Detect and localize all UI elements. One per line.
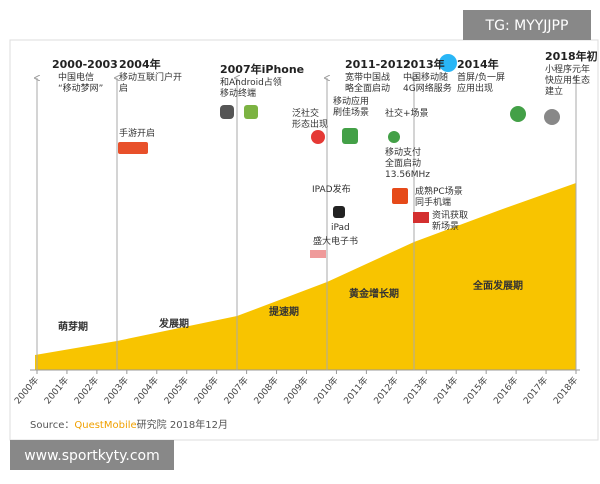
source-brand: QuestMobile — [74, 420, 136, 431]
event-text: IPAD发布 — [312, 183, 351, 195]
milestone-text: 和Android占领 — [220, 76, 282, 88]
event-text: 移动应用 — [333, 95, 369, 107]
event-text: 移动支付 — [385, 146, 421, 158]
milestone-title: 2018年初 — [545, 49, 598, 63]
icons — [118, 54, 560, 258]
milestone-text: 建立 — [545, 85, 563, 97]
event-text: 全面启动 — [385, 157, 421, 169]
watermark-box — [10, 440, 174, 470]
event-text: 手游开启 — [119, 127, 155, 139]
source: Source：QuestMobile研究院 2018年12月 — [30, 418, 228, 431]
phase-label: 提速期 — [269, 305, 299, 318]
watermark-box — [463, 10, 591, 40]
event-text: 新场景 — [432, 220, 459, 232]
milestone-text: 移动互联门户开 — [119, 71, 182, 83]
phase-label: 全面发展期 — [472, 279, 523, 292]
milestone-text: 略全面启动 — [345, 82, 390, 94]
milestone-text: “移动梦网” — [58, 82, 103, 94]
milestone-lines — [37, 78, 576, 370]
source-rest: 研究院 2018年12月 — [137, 418, 228, 431]
milestone-title: 2004年 — [119, 57, 161, 71]
event-text: 刷佳场景 — [333, 106, 369, 118]
watermark: www.sportkyty.com — [24, 448, 160, 464]
event-text: 成熟PC场景 — [415, 185, 463, 197]
milestone-text: 移动终端 — [220, 87, 256, 99]
milestone-title: 2013年 — [403, 57, 445, 71]
milestone-text: 宽带中国战 — [345, 71, 390, 83]
event-text: 形态出现 — [292, 118, 328, 130]
milestone-text: 4G网络服务 — [403, 82, 452, 94]
event-text: 13.56MHz — [385, 170, 430, 180]
phase-label: 发展期 — [158, 317, 189, 330]
event-text: 社交+场景 — [385, 107, 429, 119]
event-text: 盛大电子书 — [313, 235, 358, 247]
phase-label: 黄金增长期 — [349, 287, 399, 300]
event-text: 同手机端 — [415, 196, 451, 208]
source-label: Source： — [30, 420, 74, 431]
milestone-title: 2000-2003 — [52, 58, 118, 71]
event-text: 泛社交 — [292, 107, 319, 119]
milestone-text: 中国移动随 — [403, 71, 448, 83]
growth-area — [35, 183, 576, 370]
event-text: iPad — [331, 223, 350, 233]
milestone-text: 快应用生态 — [545, 74, 590, 86]
event-text: 资讯获取 — [432, 210, 468, 221]
watermark: TG: MYYJJPP — [485, 18, 569, 34]
milestone-text: 应用出现 — [457, 82, 493, 94]
milestone-text: 首屏/负一屏 — [457, 71, 505, 83]
milestone-text: 小程序元年 — [545, 63, 590, 75]
milestone-title: 2011-2012 — [345, 58, 411, 71]
milestone-title: 2014年 — [457, 57, 499, 71]
milestone-text: 启 — [119, 82, 128, 94]
milestone-text: 中国电信 — [58, 71, 94, 83]
milestone-title: 2007年iPhone — [220, 62, 304, 76]
phase-label: 萌芽期 — [58, 320, 88, 333]
